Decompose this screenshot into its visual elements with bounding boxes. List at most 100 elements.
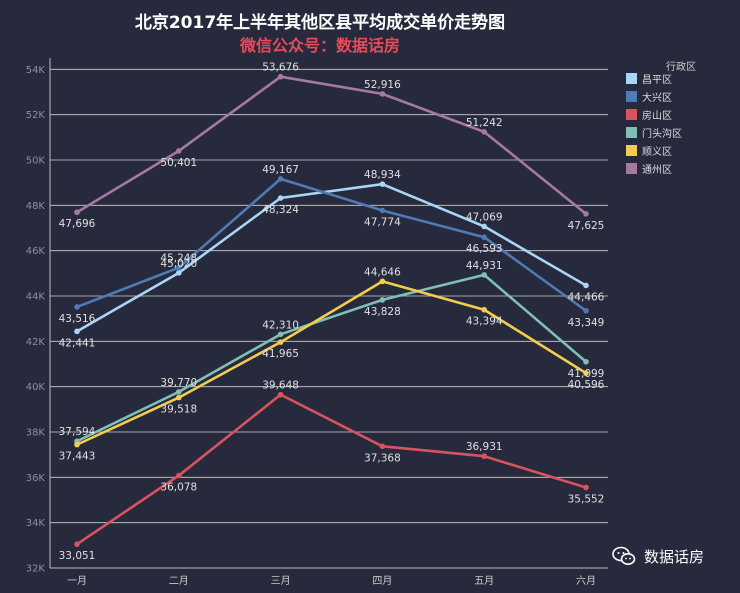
data-point (176, 270, 182, 276)
data-label: 48,324 (262, 204, 299, 216)
data-label: 53,676 (262, 62, 299, 74)
wechat-icon (612, 546, 636, 565)
y-tick-label: 44K (26, 292, 46, 303)
y-tick-label: 48K (26, 201, 46, 212)
data-point (176, 389, 182, 395)
data-point (481, 234, 488, 241)
data-point (583, 370, 589, 376)
x-tick-label: 三月 (271, 575, 291, 587)
data-point (481, 306, 488, 313)
data-label: 48,934 (364, 169, 401, 181)
data-point (74, 328, 80, 335)
series-line (76, 177, 587, 312)
data-point (74, 209, 80, 216)
data-point (176, 394, 182, 401)
series-line (76, 182, 587, 333)
watermark: 数据话房 (612, 544, 704, 568)
legend-swatch (626, 91, 637, 102)
data-point (176, 472, 182, 479)
data-label: 37,443 (59, 451, 96, 463)
x-tick-label: 一月 (67, 575, 87, 587)
y-tick-label: 54K (26, 65, 46, 76)
data-point (481, 129, 488, 135)
data-label: 44,931 (466, 260, 503, 272)
legend-label: 顺义区 (642, 146, 672, 158)
legend-label: 门头沟区 (642, 127, 682, 140)
data-point (277, 339, 284, 345)
data-label: 45,020 (160, 258, 197, 270)
data-label: 43,349 (568, 317, 605, 329)
data-label: 49,167 (262, 164, 299, 176)
data-point (481, 453, 488, 460)
data-point (74, 441, 80, 448)
y-tick-label: 52K (26, 110, 46, 121)
axis-layer: 32K 34K 36K 38K 40K 42K 44K 46K 48K 50K 52K 54K 一月 二月… (26, 58, 608, 587)
legend-swatch (626, 163, 637, 174)
legend-swatch (626, 73, 637, 84)
data-point (277, 391, 284, 398)
data-label: 36,931 (466, 441, 503, 453)
data-point (583, 358, 589, 365)
data-point (176, 148, 182, 154)
data-label: 42,310 (262, 319, 299, 331)
data-label: 41,099 (568, 368, 605, 380)
y-tick-label: 34K (26, 518, 46, 529)
data-point (481, 223, 488, 230)
data-point (583, 211, 589, 217)
y-tick-label: 42K (26, 337, 46, 348)
data-label: 42,441 (59, 337, 96, 349)
grid-layer (50, 68, 608, 569)
data-point (379, 443, 386, 450)
data-label-layer: 42,441 45,020 48,324 48,934 47,069 44,466 43,5… (59, 62, 605, 562)
legend-label: 房山区 (642, 109, 672, 122)
data-point (74, 304, 80, 310)
data-label: 45,248 (160, 253, 197, 265)
data-label: 43,828 (364, 306, 401, 318)
data-label: 47,069 (466, 211, 503, 223)
data-label: 43,516 (59, 313, 96, 325)
data-point (379, 181, 386, 187)
legend-label: 通州区 (642, 164, 672, 176)
legend-label: 昌平区 (642, 74, 672, 86)
data-point (583, 307, 589, 314)
x-tick-label: 六月 (576, 575, 596, 587)
legend-swatch (626, 127, 637, 138)
data-label: 43,394 (466, 316, 503, 328)
data-label: 37,368 (364, 452, 401, 464)
series-layer (74, 73, 589, 547)
data-label: 47,774 (364, 216, 401, 228)
data-label: 39,518 (160, 404, 197, 416)
data-label: 46,593 (466, 243, 503, 255)
data-point (379, 278, 386, 285)
legend-swatch (626, 109, 637, 120)
series-line (76, 273, 587, 443)
data-point (379, 207, 386, 214)
chart-subtitle: 微信公众号：数据话房 (239, 36, 400, 55)
data-point (176, 264, 182, 271)
data-point (74, 541, 80, 547)
data-label: 37,594 (59, 426, 96, 438)
y-tick-label: 32K (26, 564, 46, 575)
y-tick-label: 50K (26, 156, 46, 167)
data-label: 40,596 (568, 379, 605, 391)
chart-title: 北京2017年上半年其他区县平均成交单价走势图 (134, 13, 506, 33)
data-label: 44,646 (364, 266, 401, 278)
data-label: 50,401 (160, 157, 197, 169)
data-label: 44,466 (568, 291, 605, 303)
x-tick-label: 四月 (372, 575, 392, 587)
watermark-text: 数据话房 (644, 547, 705, 566)
data-point (277, 176, 284, 182)
x-tick-label: 二月 (169, 575, 189, 587)
y-tick-label: 38K (26, 428, 46, 439)
data-point (277, 331, 284, 338)
data-point (583, 484, 589, 491)
series-line (76, 75, 587, 215)
series-line (76, 280, 587, 446)
data-label: 47,696 (59, 218, 96, 230)
y-tick-label: 40K (26, 382, 46, 393)
data-label: 36,078 (160, 482, 197, 494)
data-label: 47,625 (568, 220, 605, 232)
data-label: 39,648 (262, 380, 299, 392)
y-tick-label: 46K (26, 246, 46, 257)
